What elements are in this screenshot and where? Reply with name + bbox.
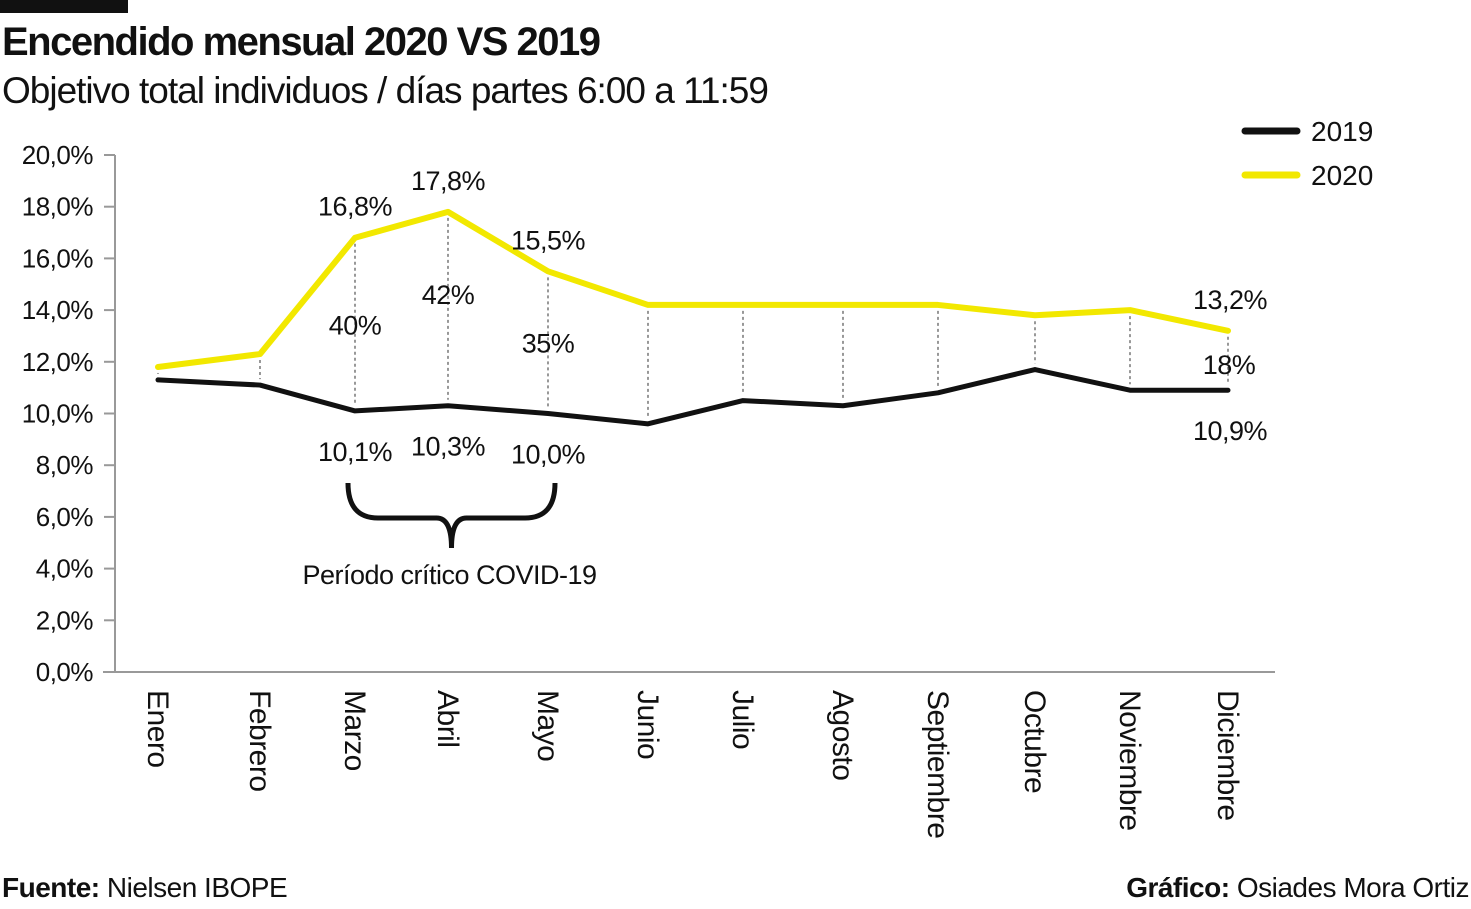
x-tick-label: Mayo	[531, 690, 564, 761]
chart-subtitle: Objetivo total individuos / días partes …	[2, 70, 769, 111]
x-tick-label: Marzo	[338, 690, 371, 771]
y-tick-label: 2,0%	[36, 605, 94, 635]
y-tick-label: 8,0%	[36, 450, 94, 480]
series-line-2020	[155, 208, 1231, 370]
y-tick-label: 0,0%	[36, 657, 94, 687]
x-tick-label: Octubre	[1018, 690, 1051, 793]
y-tick-label: 14,0%	[22, 295, 94, 325]
covid-brace	[345, 482, 558, 549]
y-tick-label: 6,0%	[36, 502, 94, 532]
data-label: 16,8%	[318, 192, 393, 222]
difference-label: 35%	[522, 328, 575, 358]
y-tick-label: 10,0%	[22, 399, 94, 429]
source-label: Fuente:	[2, 872, 100, 903]
series-line-2019	[155, 367, 1231, 427]
data-label: 10,3%	[411, 432, 486, 462]
covid-annotation-label: Período crítico COVID-19	[302, 560, 596, 590]
source-value: Nielsen IBOPE	[106, 872, 288, 903]
y-tick-label: 16,0%	[22, 243, 94, 273]
graphic-credit: Gráfico: Osiades Mora Ortiz	[1126, 872, 1469, 904]
y-tick-label: 4,0%	[36, 554, 94, 584]
credit-label: Gráfico:	[1126, 872, 1230, 903]
x-tick-label: Junio	[631, 690, 664, 759]
x-tick-label: Julio	[726, 690, 759, 749]
x-tick-label: Agosto	[826, 690, 859, 780]
top-accent-bar	[0, 0, 128, 13]
x-tick-label: Noviembre	[1113, 690, 1146, 831]
data-label: 10,1%	[318, 437, 393, 467]
x-tick-label: Febrero	[243, 690, 276, 792]
data-label: 10,9%	[1193, 416, 1268, 446]
legend-label-2020: 2020	[1311, 160, 1373, 191]
x-tick-label: Enero	[141, 690, 174, 768]
y-tick-label: 18,0%	[22, 192, 94, 222]
data-label: 10,0%	[511, 440, 586, 470]
x-tick-label: Diciembre	[1211, 690, 1244, 821]
chart-title: Encendido mensual 2020 VS 2019	[2, 20, 601, 64]
data-label: 17,8%	[411, 166, 486, 196]
y-tick-label: 12,0%	[22, 347, 94, 377]
x-tick-label: Abril	[431, 690, 464, 748]
legend-label-2019: 2019	[1311, 116, 1373, 147]
difference-label: 40%	[329, 310, 382, 340]
x-tick-label: Septiembre	[921, 690, 954, 838]
difference-label: 18%	[1203, 350, 1256, 380]
credit-value: Osiades Mora Ortiz	[1236, 872, 1470, 903]
data-label: 15,5%	[511, 225, 586, 255]
difference-label: 42%	[422, 280, 475, 310]
source-credit: Fuente: Nielsen IBOPE	[2, 872, 288, 904]
y-tick-label: 20,0%	[22, 140, 94, 170]
data-label: 13,2%	[1193, 285, 1268, 315]
